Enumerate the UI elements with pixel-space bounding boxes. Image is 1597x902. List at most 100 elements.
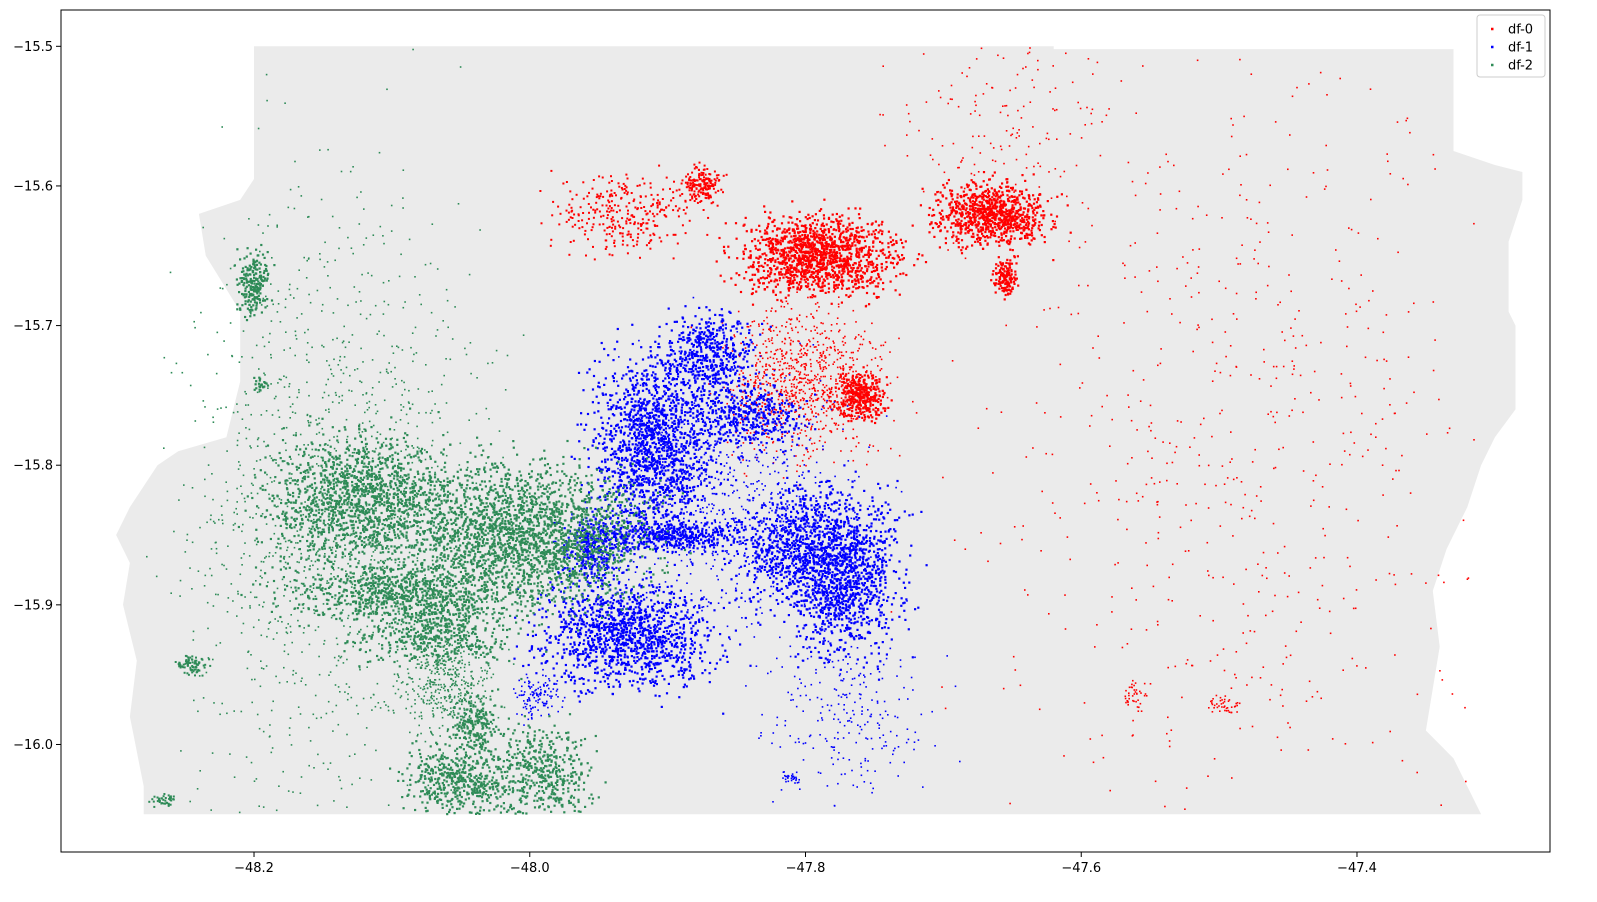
point-df-0 <box>774 285 777 288</box>
point-df-0 <box>783 237 786 240</box>
point-df-0 <box>760 235 763 239</box>
point-df-0 <box>813 267 816 270</box>
point-df-0 <box>839 235 842 238</box>
point-df-0 <box>582 197 585 200</box>
point-df-0 <box>1084 124 1086 126</box>
point-df-0 <box>1389 378 1391 380</box>
point-df-0 <box>1352 607 1355 610</box>
point-df-0 <box>649 186 652 189</box>
point-df-0 <box>803 254 806 257</box>
point-df-0 <box>974 194 977 197</box>
point-df-0 <box>798 270 801 273</box>
point-df-0 <box>1129 244 1132 247</box>
point-df-0 <box>1002 206 1005 209</box>
point-df-0 <box>662 188 665 191</box>
point-df-0 <box>1224 287 1227 290</box>
point-df-0 <box>1293 368 1295 370</box>
point-df-0 <box>830 239 833 242</box>
point-df-0 <box>698 189 701 192</box>
point-df-0 <box>1197 324 1199 326</box>
point-df-0 <box>595 196 598 199</box>
point-df-0 <box>801 234 804 237</box>
point-df-0 <box>1123 322 1125 324</box>
point-df-0 <box>611 194 614 197</box>
point-df-0 <box>882 288 885 291</box>
point-df-0 <box>811 235 814 238</box>
point-df-0 <box>820 234 823 237</box>
point-df-0 <box>689 193 692 196</box>
point-df-0 <box>1000 209 1003 213</box>
point-df-0 <box>1259 677 1262 679</box>
point-df-0 <box>881 230 884 233</box>
point-df-0 <box>1309 567 1312 569</box>
point-df-0 <box>1021 538 1023 541</box>
point-df-0 <box>797 239 800 242</box>
point-df-0 <box>1197 266 1200 268</box>
point-df-0 <box>779 375 782 377</box>
point-df-0 <box>983 218 986 221</box>
point-df-0 <box>880 223 883 226</box>
point-df-0 <box>817 344 820 346</box>
point-df-0 <box>1096 61 1099 64</box>
point-df-0 <box>805 255 808 258</box>
point-df-0 <box>1057 306 1060 309</box>
point-df-0 <box>1024 179 1027 182</box>
point-df-0 <box>1011 204 1014 207</box>
point-df-0 <box>829 261 832 264</box>
point-df-0 <box>778 271 781 274</box>
point-df-0 <box>843 270 846 273</box>
point-df-0 <box>1140 710 1143 712</box>
point-df-0 <box>803 278 806 281</box>
point-df-0 <box>804 392 806 395</box>
point-df-0 <box>1213 758 1216 760</box>
point-df-0 <box>699 188 702 191</box>
point-df-0 <box>1014 203 1017 206</box>
point-df-0 <box>1179 321 1181 324</box>
point-df-0 <box>1004 203 1007 206</box>
point-df-0 <box>1012 655 1015 658</box>
point-df-0 <box>1156 232 1159 234</box>
point-df-0 <box>867 450 869 453</box>
point-df-0 <box>660 208 663 211</box>
point-df-0 <box>793 432 795 434</box>
point-df-0 <box>955 206 958 209</box>
point-df-0 <box>982 196 985 199</box>
point-df-0 <box>978 114 981 117</box>
point-df-0 <box>928 206 931 210</box>
point-df-0 <box>1054 226 1057 229</box>
point-df-0 <box>789 343 792 346</box>
point-df-0 <box>1018 194 1021 197</box>
point-df-0 <box>833 251 836 254</box>
point-df-0 <box>1270 684 1273 686</box>
point-df-0 <box>798 288 801 291</box>
point-df-0 <box>846 401 849 403</box>
point-df-0 <box>816 341 819 343</box>
point-df-0 <box>1131 457 1133 459</box>
point-df-0 <box>846 390 849 393</box>
point-df-0 <box>834 288 837 291</box>
point-df-0 <box>791 229 794 232</box>
point-df-0 <box>817 284 820 287</box>
point-df-0 <box>1228 711 1231 713</box>
point-df-0 <box>1124 695 1127 698</box>
point-df-0 <box>1255 298 1257 300</box>
point-df-0 <box>783 267 786 270</box>
point-df-0 <box>819 238 822 241</box>
point-df-0 <box>1094 646 1096 648</box>
point-df-0 <box>841 340 844 343</box>
point-df-0 <box>794 411 796 413</box>
point-df-0 <box>807 451 809 453</box>
point-df-0 <box>977 204 980 207</box>
point-df-0 <box>1168 745 1171 748</box>
point-df-0 <box>1357 232 1360 234</box>
point-df-0 <box>1187 550 1190 552</box>
point-df-0 <box>826 262 829 265</box>
point-df-0 <box>961 211 964 214</box>
point-df-0 <box>1269 184 1271 187</box>
point-df-0 <box>781 340 784 343</box>
point-df-0 <box>809 396 811 399</box>
point-df-0 <box>810 313 812 315</box>
point-df-0 <box>1032 194 1035 197</box>
point-df-0 <box>964 222 967 225</box>
point-df-0 <box>1267 231 1270 233</box>
